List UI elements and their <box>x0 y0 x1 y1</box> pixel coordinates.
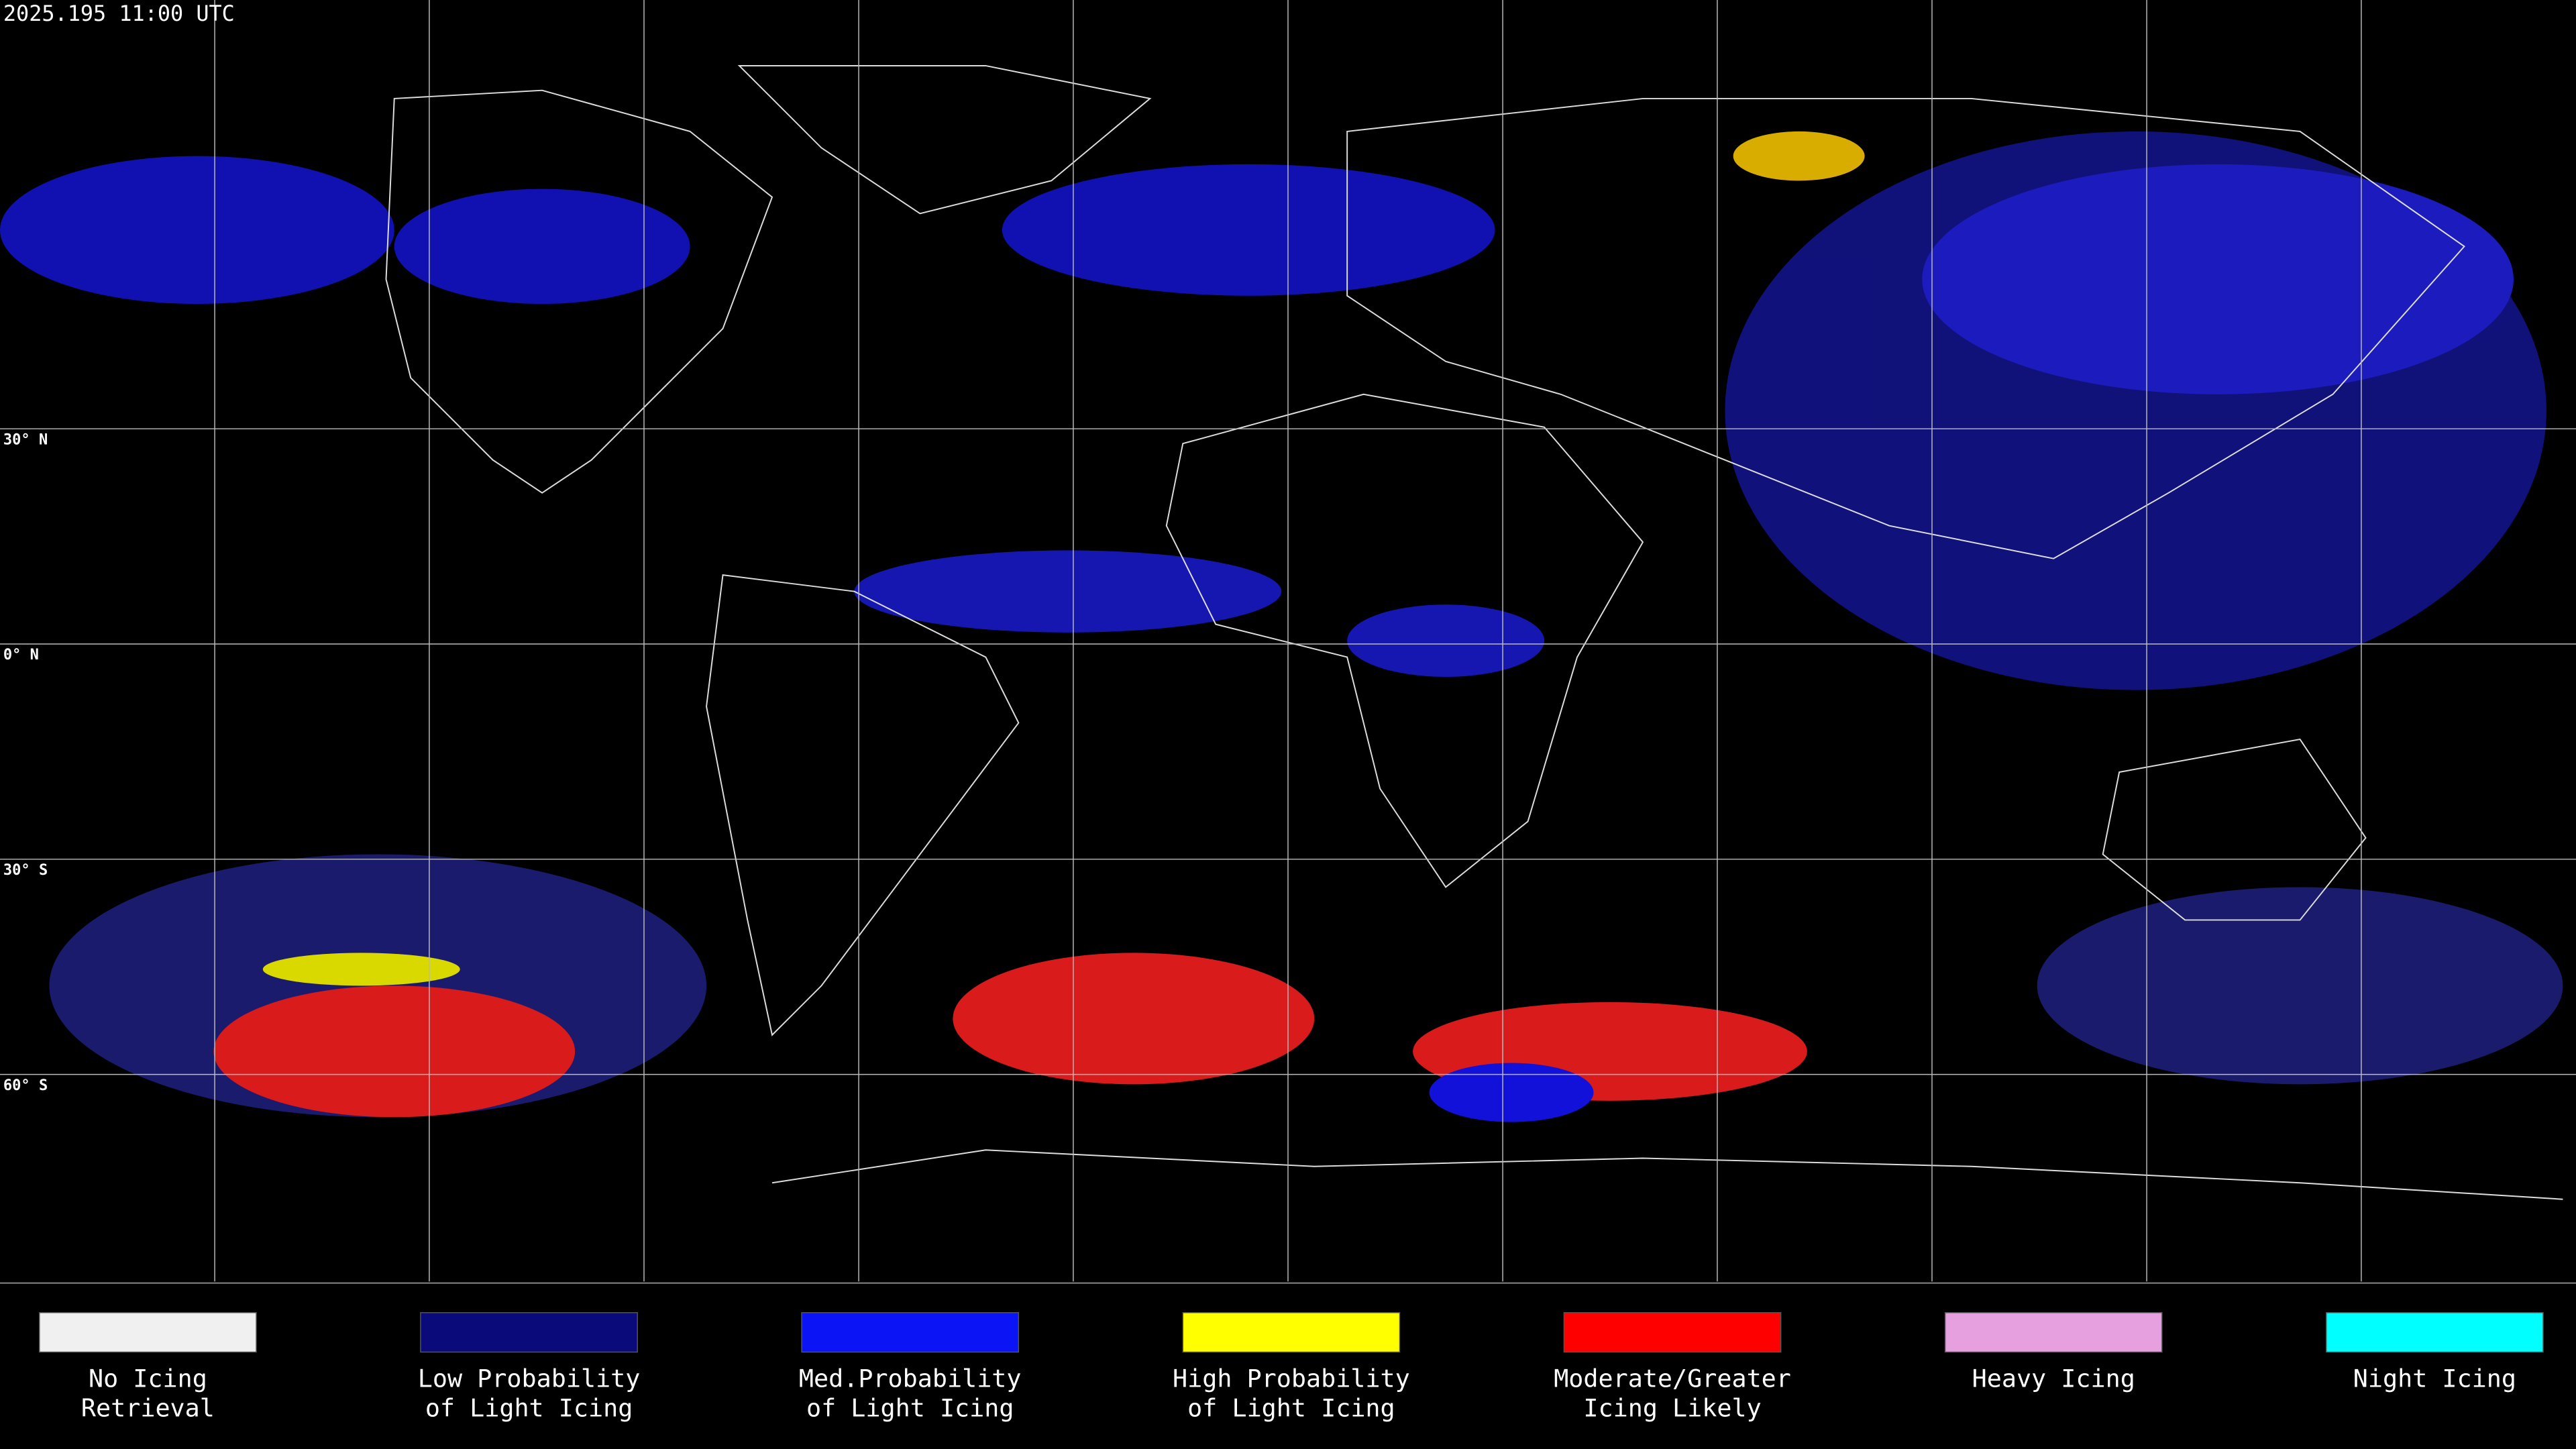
coastline <box>771 1149 2563 1200</box>
legend-swatch <box>2326 1312 2544 1353</box>
icing-area <box>953 953 1315 1085</box>
latitude-label: 60° S <box>3 1077 48 1094</box>
icing-area <box>854 550 1282 633</box>
legend-label: of Light Icing <box>1187 1394 1395 1423</box>
icing-area <box>1733 131 1865 181</box>
latitude-label: 30° S <box>3 862 48 879</box>
icing-area <box>213 985 576 1118</box>
legend-swatch <box>1182 1312 1401 1353</box>
legend-label: of Light Icing <box>806 1394 1014 1423</box>
legend-swatch <box>801 1312 1020 1353</box>
icing-area <box>1347 604 1545 677</box>
coastline <box>2102 738 2367 921</box>
legend-label: Low Probability <box>418 1364 641 1393</box>
legend-swatch <box>420 1312 638 1353</box>
legend-label: Retrieval <box>81 1394 215 1423</box>
coastline <box>385 89 773 494</box>
icing-area <box>1922 164 2514 394</box>
coastline <box>1346 97 2465 559</box>
legend-label: of Light Icing <box>425 1394 633 1423</box>
coastline <box>737 64 1152 215</box>
legend-label: Icing Likely <box>1583 1394 1761 1423</box>
coastlines <box>385 64 2563 1200</box>
latitude-label: 30° N <box>3 431 48 448</box>
legend-swatch <box>1563 1312 1782 1353</box>
latitude-label: 0° N <box>3 647 39 663</box>
icing-area <box>1002 164 1495 296</box>
icing-area <box>0 156 394 305</box>
legend-swatch <box>1944 1312 2163 1353</box>
icing-area <box>262 953 460 986</box>
coastline <box>1165 393 1644 888</box>
map-title: 2025.195 11:00 UTC <box>3 1 235 26</box>
icing-area <box>394 189 690 305</box>
legend-label: Moderate/Greater <box>1554 1364 1791 1393</box>
legend-label: Heavy Icing <box>1972 1364 2135 1393</box>
coastline <box>706 574 1020 1036</box>
legend-label: No Icing <box>89 1364 207 1393</box>
icing-area <box>1429 1063 1594 1122</box>
icing-area <box>2037 887 2563 1085</box>
legend-swatch <box>39 1312 257 1353</box>
icing-areas <box>0 131 2563 1122</box>
graticule <box>0 0 2576 1284</box>
legend-label: Night Icing <box>2353 1364 2516 1393</box>
legend-label: High Probability <box>1173 1364 1410 1393</box>
legend-label: Med.Probability <box>799 1364 1022 1393</box>
